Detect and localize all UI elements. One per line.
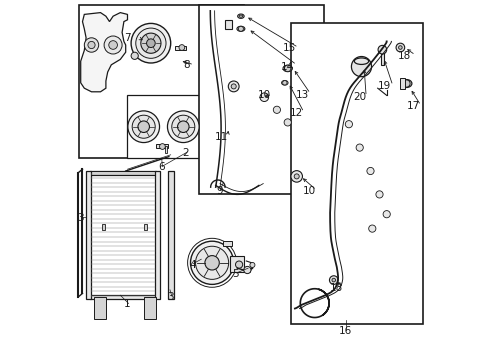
Ellipse shape xyxy=(237,14,244,18)
Text: 11: 11 xyxy=(214,132,227,142)
Ellipse shape xyxy=(237,26,244,31)
Polygon shape xyxy=(89,171,156,175)
Text: 15: 15 xyxy=(282,42,296,53)
Bar xyxy=(168,171,174,299)
Text: 9: 9 xyxy=(216,186,222,196)
Bar xyxy=(199,5,323,194)
Circle shape xyxy=(294,174,299,179)
Circle shape xyxy=(127,111,159,143)
Text: 10: 10 xyxy=(257,90,270,100)
Bar xyxy=(79,5,244,158)
Circle shape xyxy=(177,121,189,132)
Text: 3: 3 xyxy=(77,213,84,223)
Text: 2: 2 xyxy=(182,148,188,158)
Circle shape xyxy=(231,84,236,89)
Text: 1: 1 xyxy=(124,299,131,309)
Circle shape xyxy=(204,256,219,270)
Circle shape xyxy=(179,45,184,50)
Circle shape xyxy=(375,191,382,198)
Text: 17: 17 xyxy=(406,101,420,111)
Ellipse shape xyxy=(400,80,411,87)
Circle shape xyxy=(244,266,250,274)
Bar xyxy=(224,20,231,29)
Text: 13: 13 xyxy=(295,90,308,100)
Bar xyxy=(155,144,168,148)
Circle shape xyxy=(131,23,170,63)
Text: 8: 8 xyxy=(183,60,190,70)
Circle shape xyxy=(131,52,138,59)
Bar xyxy=(86,171,91,299)
Circle shape xyxy=(104,36,122,54)
Circle shape xyxy=(355,144,363,151)
Circle shape xyxy=(108,41,117,49)
Bar xyxy=(144,297,156,319)
Text: 12: 12 xyxy=(289,108,303,118)
Circle shape xyxy=(167,111,199,143)
Circle shape xyxy=(190,241,233,284)
Ellipse shape xyxy=(354,58,368,64)
Circle shape xyxy=(238,26,243,31)
Circle shape xyxy=(331,278,335,282)
Circle shape xyxy=(282,81,286,85)
Text: 4: 4 xyxy=(188,260,195,270)
Text: 19: 19 xyxy=(378,81,391,91)
Bar xyxy=(291,23,422,324)
Text: 20: 20 xyxy=(352,92,366,102)
Circle shape xyxy=(228,81,239,92)
Text: 14: 14 xyxy=(281,62,294,72)
Bar xyxy=(223,241,231,246)
Ellipse shape xyxy=(239,15,242,17)
Bar xyxy=(399,78,405,89)
Text: 7: 7 xyxy=(124,33,131,43)
Circle shape xyxy=(290,171,302,182)
Circle shape xyxy=(195,246,228,279)
Circle shape xyxy=(402,80,409,87)
Ellipse shape xyxy=(283,65,292,72)
Bar xyxy=(155,171,160,299)
Bar xyxy=(230,256,244,272)
Circle shape xyxy=(345,121,352,128)
Circle shape xyxy=(235,261,242,268)
Text: 18: 18 xyxy=(329,283,342,293)
Circle shape xyxy=(382,211,389,218)
Text: 5: 5 xyxy=(232,269,238,279)
Polygon shape xyxy=(81,13,127,92)
Circle shape xyxy=(366,167,373,175)
Circle shape xyxy=(395,43,404,52)
Circle shape xyxy=(132,115,155,138)
Text: 16: 16 xyxy=(338,326,351,336)
Circle shape xyxy=(88,41,95,49)
Circle shape xyxy=(273,106,280,113)
Text: 6: 6 xyxy=(158,162,164,172)
Circle shape xyxy=(329,276,337,284)
Bar xyxy=(175,46,186,50)
Circle shape xyxy=(136,28,166,58)
Circle shape xyxy=(260,93,268,102)
Circle shape xyxy=(368,225,375,232)
Bar xyxy=(94,297,106,319)
Circle shape xyxy=(398,46,401,49)
Polygon shape xyxy=(89,295,156,299)
Circle shape xyxy=(249,262,254,267)
Bar xyxy=(380,49,384,65)
Circle shape xyxy=(171,115,194,138)
Text: 10: 10 xyxy=(302,186,315,196)
Circle shape xyxy=(159,144,165,149)
Circle shape xyxy=(284,65,290,72)
Circle shape xyxy=(146,39,155,48)
Bar xyxy=(143,224,146,230)
Bar xyxy=(127,95,244,158)
Text: 3: 3 xyxy=(167,292,174,302)
Bar xyxy=(164,146,167,153)
Circle shape xyxy=(351,57,371,77)
Circle shape xyxy=(377,45,386,54)
Circle shape xyxy=(84,38,99,52)
Text: 18: 18 xyxy=(397,51,410,61)
Circle shape xyxy=(138,121,149,132)
Circle shape xyxy=(141,33,161,53)
Ellipse shape xyxy=(281,81,287,85)
Bar xyxy=(102,224,104,230)
Circle shape xyxy=(284,119,291,126)
